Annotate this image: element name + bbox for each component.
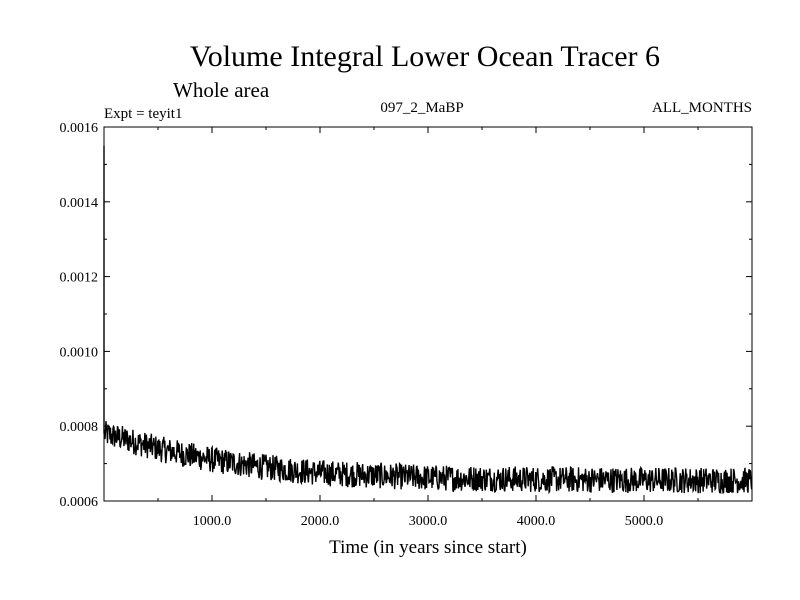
x-tick-label: 2000.0 [301, 514, 340, 529]
chart-subtitle: Whole area [173, 78, 270, 102]
period-label: 097_2_MaBP [380, 100, 463, 116]
y-axis: 0.0006 0.0008 0.0010 0.0012 0.0014 0.0016 [60, 121, 752, 510]
y-tick-label: 0.0008 [60, 420, 99, 435]
series-line [103, 145, 753, 495]
y-tick-label: 0.0016 [60, 121, 99, 136]
y-tick-label: 0.0012 [60, 271, 99, 286]
months-label: ALL_MONTHS [652, 100, 752, 116]
x-tick-label: 3000.0 [409, 514, 448, 529]
x-tick-label: 1000.0 [193, 514, 232, 529]
x-axis-label: Time (in years since start) [329, 537, 527, 558]
chart-title: Volume Integral Lower Ocean Tracer 6 [190, 40, 660, 73]
x-tick-label: 4000.0 [517, 514, 556, 529]
y-tick-label: 0.0010 [60, 345, 99, 360]
plot-area [103, 126, 753, 502]
experiment-label: Expt = teyit1 [104, 106, 182, 122]
x-tick-label: 5000.0 [625, 514, 664, 529]
y-tick-label: 0.0006 [60, 495, 99, 510]
x-axis: 1000.0 2000.0 3000.0 4000.0 5000.0 [157, 127, 699, 529]
y-tick-label: 0.0014 [60, 196, 99, 211]
